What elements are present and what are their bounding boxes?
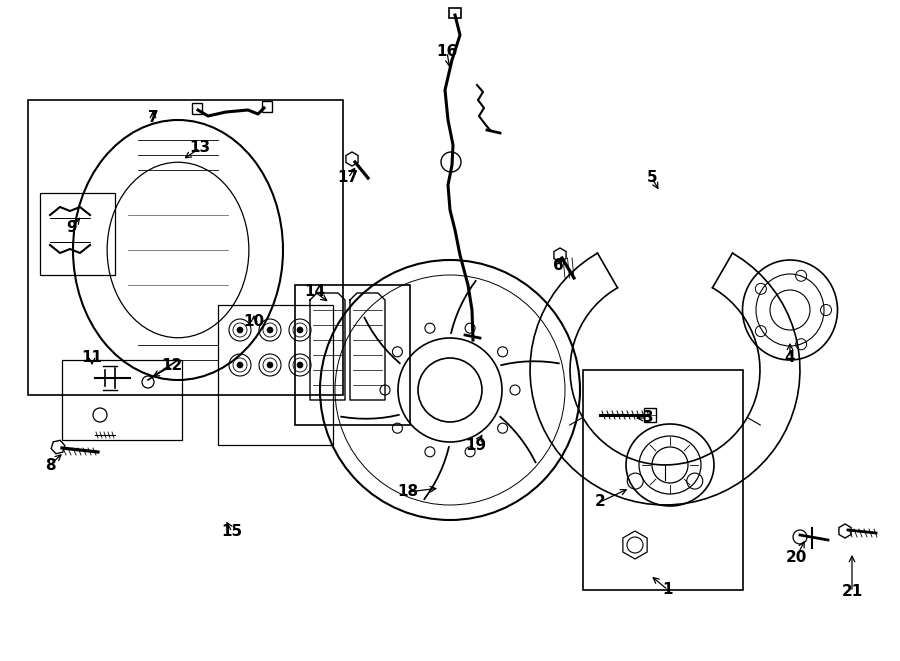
Text: 2: 2 [595,494,606,510]
Text: 21: 21 [842,584,862,600]
Text: 3: 3 [643,410,653,426]
Text: 16: 16 [436,44,457,59]
Text: 14: 14 [304,284,326,299]
Circle shape [237,327,243,333]
Bar [644,408,656,422]
Bar [449,8,461,18]
Circle shape [267,362,273,368]
Text: 4: 4 [785,350,796,366]
Bar [262,101,272,112]
Text: 15: 15 [221,524,243,539]
Bar [28,100,343,395]
Text: 13: 13 [189,141,211,155]
Bar [40,193,115,275]
Text: 9: 9 [67,221,77,235]
Text: 1: 1 [662,582,673,598]
Text: 11: 11 [82,350,103,366]
Circle shape [297,327,303,333]
Bar [295,285,410,425]
Bar [62,360,182,440]
Text: 8: 8 [45,457,55,473]
Text: 17: 17 [338,171,358,186]
Bar [583,370,743,590]
Text: 7: 7 [148,110,158,126]
Text: 18: 18 [398,485,418,500]
Circle shape [297,362,303,368]
Bar [218,305,333,445]
Circle shape [267,327,273,333]
Circle shape [237,362,243,368]
Bar [192,103,202,114]
Text: 10: 10 [243,315,265,329]
Text: 5: 5 [647,171,657,186]
Text: 12: 12 [161,358,183,373]
Text: 19: 19 [465,438,487,453]
Text: 6: 6 [553,258,563,272]
Text: 20: 20 [786,551,806,566]
